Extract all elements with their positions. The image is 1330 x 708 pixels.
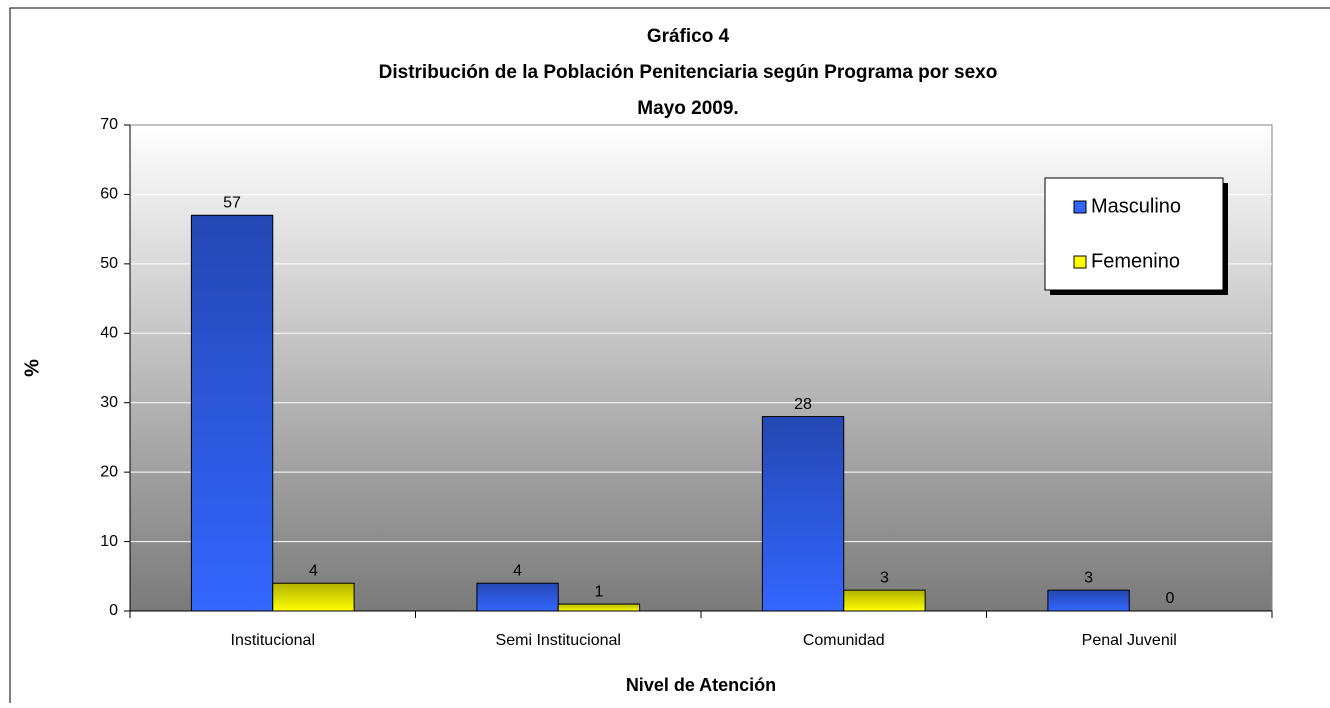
data-label: 57 [223,194,241,211]
y-tick-label: 10 [100,533,118,550]
x-tick-label: Semi Institucional [496,632,621,649]
bar [761,416,845,612]
data-label: 28 [794,396,812,413]
legend-swatch [1073,255,1087,269]
chart-title: Distribución de la Población Penitenciar… [379,62,998,83]
data-label: 0 [1165,590,1174,607]
data-label: 4 [309,562,318,579]
bar [476,582,559,612]
data-label: 3 [880,569,889,586]
bar [272,582,355,612]
data-label: 3 [1084,569,1093,586]
bar [843,589,926,612]
y-tick-label: 20 [100,463,118,480]
x-tick-label: Comunidad [803,632,885,649]
y-tick-label: 50 [100,255,118,272]
y-tick-label: 70 [100,116,118,133]
data-label: 1 [594,583,603,600]
bar [190,214,274,612]
legend-label: Femenino [1091,250,1180,272]
legend-swatch [1073,200,1087,214]
y-tick-label: 40 [100,325,118,342]
x-tick-label: Institucional [231,632,316,649]
y-tick-label: 60 [100,186,118,203]
y-axis-label: % [21,359,43,377]
bar [557,603,641,612]
chart-border [9,7,1330,703]
x-tick-label: Penal Juvenil [1082,632,1177,649]
x-axis-label: Nivel de Atención [626,675,776,695]
legend-label: Masculino [1091,195,1181,217]
data-label: 4 [513,562,522,579]
chart-title: Mayo 2009. [637,98,738,119]
legend [1044,177,1224,291]
bar [1047,589,1130,612]
y-tick-label: 30 [100,394,118,411]
chart-title: Gráfico 4 [647,26,730,47]
y-tick-label: 0 [109,602,118,619]
